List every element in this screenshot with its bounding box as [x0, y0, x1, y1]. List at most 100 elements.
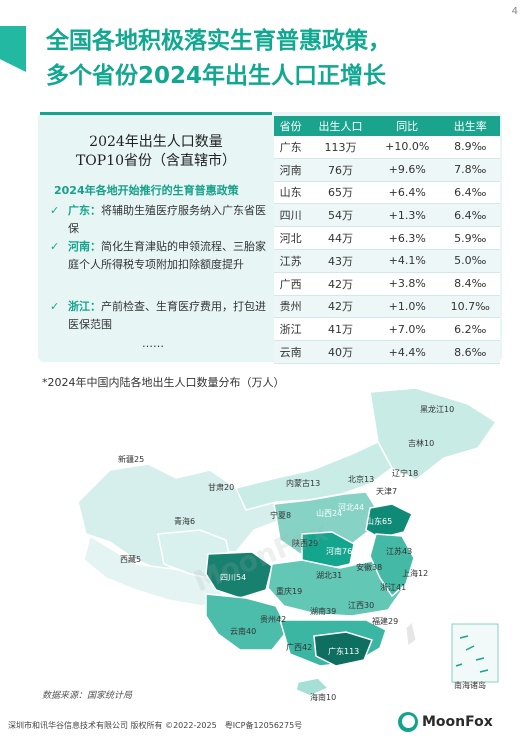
table-header-row: 省份 出生人口 同比 出生率: [274, 116, 500, 136]
cell-birth-rate: 8.4‰: [440, 272, 500, 296]
check-icon: ✓: [50, 240, 60, 253]
cell-province: 山东: [274, 181, 308, 205]
label-jiangsu: 江苏43: [386, 546, 412, 556]
top10-table: 省份 出生人口 同比 出生率 广东 113万 +10.0% 8.9‰ 河南 76万 +9.…: [274, 116, 500, 364]
table-row: 江苏 43万 +4.1% 5.0‰: [274, 249, 500, 273]
label-zhejiang: 浙江41: [380, 582, 406, 592]
table-row: 浙江 41万 +7.0% 6.2‰: [274, 317, 500, 342]
panel-top-bar: [40, 112, 272, 115]
label-jilin: 吉林10: [408, 438, 434, 448]
panel-title-line-2: TOP10省份（含直辖市）: [75, 153, 237, 169]
header-province: 省份: [274, 116, 308, 136]
label-jiangxi: 江西30: [348, 601, 374, 610]
check-icon: ✓: [50, 300, 60, 313]
label-shanghai: 上海12: [402, 568, 428, 578]
corner-accent: [0, 26, 26, 72]
cell-yoy: +9.6%: [373, 158, 441, 182]
cell-province: 河北: [274, 226, 308, 250]
label-guangxi: 广西42: [286, 642, 312, 652]
cell-province: 江苏: [274, 249, 308, 273]
cell-births: 76万: [307, 158, 374, 182]
cell-province: 河南: [274, 158, 308, 182]
region-xizang: [83, 534, 226, 607]
cell-province: 四川: [274, 203, 308, 228]
label-hebei: 河北44: [338, 502, 364, 512]
policy-text: 将辅助生殖医疗服务纳入广东省医保: [68, 204, 266, 235]
label-yunnan: 云南40: [230, 626, 256, 636]
cell-yoy: +7.0%: [373, 317, 441, 342]
label-chongqing: 重庆19: [276, 586, 302, 596]
policy-ellipsis: ……: [142, 337, 164, 350]
label-shaanxi: 陕西29: [292, 538, 318, 548]
panel-title-line-1: 2024年出生人口数量: [89, 134, 223, 150]
cell-births: 40万: [307, 340, 374, 364]
south-sea-inset: [451, 623, 499, 683]
region-central: [267, 559, 403, 617]
label-ningxia: 宁夏8: [270, 510, 291, 520]
map-note: *2024年中国内陆各地出生人口数量分布（万人）: [42, 376, 285, 389]
cell-yoy: +3.8%: [373, 272, 441, 296]
moonfox-logo-icon: [398, 712, 418, 732]
policy-text: 简化生育津贴的申领流程、三胎家庭个人所得税专项附加扣除额度提升: [68, 240, 266, 271]
policy-text: 产前检查、生育医疗费用，打包进医保范围: [68, 300, 266, 331]
label-heilongjiang: 黑龙江10: [420, 404, 454, 414]
check-icon: ✓: [50, 204, 60, 217]
region-southwest: [205, 593, 289, 651]
table-row: 广西 42万 +3.8% 8.4‰: [274, 272, 500, 296]
label-henan: 河南76: [326, 546, 352, 556]
data-source: 数据来源：国家统计局: [42, 691, 133, 701]
label-south-sea: 南海诸岛: [454, 680, 486, 690]
label-shandong: 山东65: [366, 516, 392, 526]
label-hainan: 海南10: [310, 692, 336, 702]
region-taiwan: [405, 621, 417, 647]
footer-copyright: 深圳市和讯华谷信息技术有限公司 版权所有 ©2022-2025 粤ICP备120…: [8, 721, 303, 730]
header-births: 出生人口: [307, 116, 374, 136]
label-qinghai: 青海6: [174, 516, 195, 526]
policy-province: 广东：: [68, 204, 101, 217]
south-sea-islands: [455, 635, 489, 673]
cell-birth-rate: 6.4‰: [440, 181, 500, 205]
label-xinjiang: 新疆25: [118, 454, 144, 464]
region-guangdong: [313, 631, 373, 667]
header-yoy: 同比: [373, 116, 441, 136]
region-shandong: [365, 503, 413, 539]
cell-birth-rate: 8.6‰: [440, 340, 500, 364]
label-sichuan: 四川54: [220, 573, 246, 582]
table-row: 贵州 42万 +1.0% 10.7‰: [274, 295, 500, 319]
cell-province: 贵州: [274, 295, 308, 319]
page-title-line-2: 多个省份2024年出生人口正增长: [46, 63, 387, 89]
cell-births: 113万: [307, 136, 374, 159]
cell-yoy: +6.4%: [373, 181, 441, 205]
label-guangdong: 广东113: [328, 646, 359, 656]
label-beijing: 北京13: [348, 474, 374, 484]
table-row: 山东 65万 +6.4% 6.4‰: [274, 181, 500, 205]
region-inner-mongolia: [234, 441, 393, 511]
policy-item-guangdong: ✓ 广东：将辅助生殖医疗服务纳入广东省医保: [50, 202, 275, 238]
cell-birth-rate: 7.8‰: [440, 158, 500, 182]
cell-births: 42万: [307, 295, 374, 319]
label-tianjin: 天津7: [376, 486, 397, 496]
cell-births: 43万: [307, 249, 374, 273]
policy-item-zhejiang: ✓ 浙江：产前检查、生育医疗费用，打包进医保范围: [50, 298, 275, 334]
cell-province: 浙江: [274, 317, 308, 342]
cell-birth-rate: 10.7‰: [440, 295, 500, 319]
label-fujian: 福建29: [372, 616, 398, 626]
policy-province: 浙江：: [68, 300, 101, 313]
cell-province: 广西: [274, 272, 308, 296]
cell-births: 65万: [307, 181, 374, 205]
table-row: 云南 40万 +4.4% 8.6‰: [274, 340, 500, 364]
label-neimenggu: 内蒙古13: [286, 478, 320, 488]
logo-text: MoonFox: [422, 714, 493, 730]
cell-births: 42万: [307, 272, 374, 296]
label-shanxi: 山西24: [316, 508, 342, 518]
cell-birth-rate: 6.4‰: [440, 203, 500, 228]
header-birth-rate: 出生率: [440, 116, 500, 136]
page-number: 4: [511, 6, 518, 17]
label-hubei: 湖北31: [316, 571, 342, 580]
cell-yoy: +4.4%: [373, 340, 441, 364]
region-sichuan: [205, 551, 273, 599]
cell-birth-rate: 5.9‰: [440, 226, 500, 250]
policy-heading: 2024年各地开始推行的生育普惠政策: [54, 184, 239, 197]
cell-births: 54万: [307, 203, 374, 228]
policy-province: 河南：: [68, 240, 101, 253]
